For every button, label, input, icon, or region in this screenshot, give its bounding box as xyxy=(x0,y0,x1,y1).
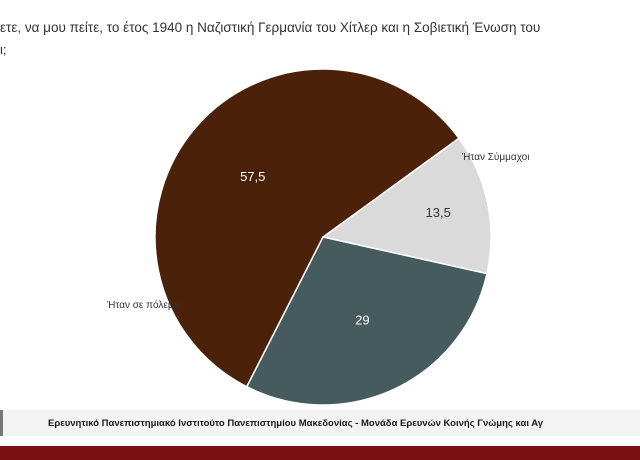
pie-category-label-3: Ήταν σε πόλεμο xyxy=(106,299,180,311)
survey-question: ετε, να μου πείτε, το έτος 1940 η Ναζιστ… xyxy=(0,20,541,35)
footer-marker xyxy=(0,410,3,436)
footer-source: Ερευνητικό Πανεπιστημιακό Ινστιτούτο Παν… xyxy=(48,418,544,429)
pie-value-label-1: 13,5 xyxy=(426,205,451,220)
slide: ετε, να μου πείτε, το έτος 1940 η Ναζιστ… xyxy=(0,0,640,446)
pie-value-label-2: 29 xyxy=(355,313,369,328)
pie-value-label-3: 57,5 xyxy=(240,169,265,184)
survey-question-tail: ι; xyxy=(0,42,7,57)
pie-slice-2 xyxy=(245,236,488,406)
bottom-frame xyxy=(0,446,640,460)
pie-slice-1 xyxy=(321,137,492,275)
pie-slice-3 xyxy=(154,68,460,388)
pie-category-label-2: Ήταν Σύμμαχοι xyxy=(461,151,529,163)
footer-band xyxy=(0,410,640,436)
